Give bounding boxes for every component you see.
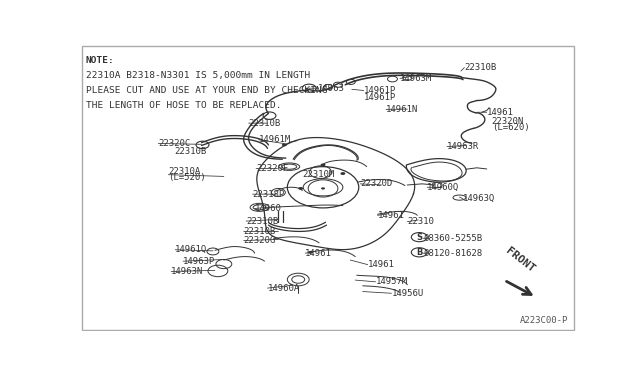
Text: 22310A B2318-N3301 IS 5,000mm IN LENGTH: 22310A B2318-N3301 IS 5,000mm IN LENGTH bbox=[86, 71, 310, 80]
Text: 22310B: 22310B bbox=[244, 227, 276, 236]
Text: 14963M: 14963M bbox=[400, 74, 432, 83]
Text: 14961P: 14961P bbox=[364, 86, 396, 95]
Text: 14957M: 14957M bbox=[376, 277, 408, 286]
Text: 08360-5255B: 08360-5255B bbox=[423, 234, 483, 243]
Text: 22310A: 22310A bbox=[168, 167, 200, 176]
Text: 14961Q: 14961Q bbox=[175, 245, 207, 254]
Text: 14961P: 14961P bbox=[364, 93, 396, 102]
Circle shape bbox=[340, 172, 346, 175]
Text: 22310B: 22310B bbox=[249, 119, 281, 128]
Text: PLEASE CUT AND USE AT YOUR END BY CHECKING: PLEASE CUT AND USE AT YOUR END BY CHECKI… bbox=[86, 86, 328, 95]
Circle shape bbox=[298, 187, 303, 190]
Text: A223C00-P: A223C00-P bbox=[520, 316, 568, 325]
Text: 14963: 14963 bbox=[318, 84, 345, 93]
Text: 22318P: 22318P bbox=[253, 190, 285, 199]
Circle shape bbox=[282, 144, 287, 146]
Text: 14963N: 14963N bbox=[172, 267, 204, 276]
Text: 14963Q: 14963Q bbox=[463, 194, 495, 203]
Text: (L=520): (L=520) bbox=[168, 173, 206, 182]
Text: 14960: 14960 bbox=[255, 204, 282, 213]
Text: FRONT: FRONT bbox=[504, 246, 537, 275]
Text: 08120-81628: 08120-81628 bbox=[423, 248, 483, 258]
Text: THE LENGTH OF HOSE TO BE REPLACED.: THE LENGTH OF HOSE TO BE REPLACED. bbox=[86, 101, 282, 110]
Text: 22310: 22310 bbox=[408, 217, 434, 226]
Text: 14961: 14961 bbox=[486, 108, 513, 117]
Text: 22320C: 22320C bbox=[158, 139, 191, 148]
Text: 22320G: 22320G bbox=[244, 236, 276, 245]
Text: 22320F: 22320F bbox=[256, 164, 289, 173]
Text: 22310B: 22310B bbox=[174, 147, 207, 156]
Text: 14961: 14961 bbox=[367, 260, 394, 269]
Text: 14956U: 14956U bbox=[392, 289, 424, 298]
Text: 22310B: 22310B bbox=[246, 217, 278, 225]
Circle shape bbox=[321, 164, 326, 166]
Text: S: S bbox=[416, 232, 422, 242]
Text: 22320N: 22320N bbox=[492, 118, 524, 126]
Text: B: B bbox=[416, 248, 422, 257]
Text: (L=620): (L=620) bbox=[492, 123, 529, 132]
Text: 14961: 14961 bbox=[378, 211, 404, 220]
Text: 14960Q: 14960Q bbox=[428, 183, 460, 192]
Text: 14963R: 14963R bbox=[447, 142, 479, 151]
Text: 14961M: 14961M bbox=[259, 135, 291, 144]
Text: 22320D: 22320D bbox=[360, 179, 392, 188]
Text: 22310B: 22310B bbox=[465, 63, 497, 72]
Text: 14960A: 14960A bbox=[268, 283, 300, 293]
Circle shape bbox=[308, 251, 313, 254]
Text: 22310M: 22310M bbox=[302, 170, 335, 179]
Text: 14963P: 14963P bbox=[183, 257, 216, 266]
Text: 14961N: 14961N bbox=[386, 105, 419, 114]
Text: 14961: 14961 bbox=[305, 248, 332, 258]
Text: NOTE:: NOTE: bbox=[86, 56, 115, 65]
Circle shape bbox=[321, 187, 325, 190]
